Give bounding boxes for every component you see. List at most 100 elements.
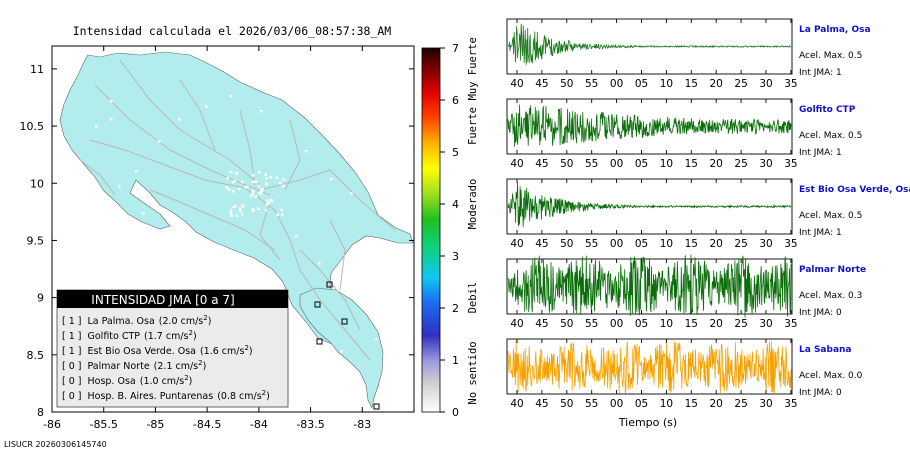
map-x-axis: -86 -85.5 -85 -84.5 -84 -83.5 -83 bbox=[43, 46, 371, 431]
map-y-tick-label: 8 bbox=[37, 406, 44, 419]
waveform-tick-label: 55 bbox=[585, 318, 598, 330]
waveform-panels: 40 45 50 55 00 05 10 15 20 25 30 35 La Palma, Osa Ace… bbox=[506, 18, 910, 410]
colorbar-label: Fuerte bbox=[467, 107, 479, 145]
footer-id: LISUCR 20260306145740 bbox=[4, 440, 107, 449]
waveform-tick-label: 15 bbox=[685, 398, 698, 410]
town-dot bbox=[261, 188, 264, 191]
town-dot bbox=[252, 174, 255, 177]
station-int-jma: Int JMA: 0 bbox=[799, 388, 842, 398]
legend-close: ) bbox=[193, 331, 197, 342]
legend-item: [ 1 ] La Palma. Osa (2.0 cm/s2) bbox=[62, 314, 211, 327]
road bbox=[94, 84, 271, 196]
legend-close: ) bbox=[189, 376, 193, 387]
map-x-tick-label: -83 bbox=[353, 418, 371, 431]
station-acel: Acel. Max. 0.0 bbox=[799, 371, 863, 381]
town-dot bbox=[229, 170, 233, 174]
map-title: Intensidad calculada el 2026/03/06_08:57… bbox=[73, 24, 392, 38]
waveform-tick-label: 05 bbox=[635, 318, 648, 330]
waveform-tick-label: 40 bbox=[510, 158, 523, 170]
town-dot bbox=[332, 280, 335, 283]
waveform-tick-label: 40 bbox=[510, 78, 523, 90]
legend-header bbox=[57, 290, 288, 308]
town-dot bbox=[225, 186, 228, 189]
town-dot bbox=[254, 180, 258, 184]
time-axis-label: Tiempo (s) bbox=[618, 416, 677, 429]
legend-value: (1.0 cm/s bbox=[140, 376, 185, 387]
waveform-trace bbox=[507, 340, 792, 394]
station-acel: Acel. Max. 0.5 bbox=[799, 211, 862, 221]
legend-unit-sup: 2 bbox=[262, 389, 266, 397]
map-y-tick-label: 11 bbox=[30, 63, 44, 76]
waveform-tick-label: 25 bbox=[734, 78, 747, 90]
waveform-tick-label: 10 bbox=[660, 398, 673, 410]
waveform-tick-label: 45 bbox=[535, 78, 548, 90]
legend-value: (2.0 cm/s bbox=[159, 316, 204, 327]
waveform-tick-label: 20 bbox=[710, 238, 723, 250]
station-marker bbox=[326, 281, 333, 288]
map-y-tick-label: 10.5 bbox=[20, 120, 45, 133]
legend-level: [ 1 ] bbox=[62, 346, 82, 357]
waveform-tick-label: 20 bbox=[710, 158, 723, 170]
waveform-tick-label: 10 bbox=[660, 158, 673, 170]
station-marker bbox=[373, 403, 380, 410]
legend-value: (0.8 cm/s bbox=[217, 391, 262, 402]
waveform-trace bbox=[507, 254, 792, 318]
legend-title: INTENSIDAD JMA [0 a 7] bbox=[91, 293, 234, 307]
waveform-tick-label: 00 bbox=[610, 318, 623, 330]
town-dot bbox=[232, 205, 236, 209]
legend-value: (1.7 cm/s bbox=[144, 331, 189, 342]
waveform-tick-label: 35 bbox=[784, 78, 797, 90]
legend-station: Hosp. B. Aires. Puntarenas bbox=[88, 391, 214, 402]
town-dot bbox=[340, 350, 343, 353]
legend-item: [ 0 ] Hosp. Osa (1.0 cm/s2) bbox=[62, 374, 192, 387]
waveform-tick-label: 30 bbox=[759, 318, 772, 330]
waveform-tick-label: 35 bbox=[784, 398, 797, 410]
road bbox=[244, 187, 371, 361]
legend-item: [ 0 ] Palmar Norte (2.1 cm/s2) bbox=[62, 359, 206, 372]
station-dots bbox=[95, 95, 378, 353]
waveform-tick-label: 15 bbox=[685, 78, 698, 90]
waveform-tick-label: 05 bbox=[635, 238, 648, 250]
waveform-trace bbox=[507, 23, 792, 65]
station-name: Est Bio Osa Verde, Osa bbox=[799, 185, 910, 195]
town-dot bbox=[239, 209, 242, 213]
town-dot bbox=[258, 171, 261, 174]
map-y-axis: 8 8.5 9 9.5 10 10.5 11 bbox=[20, 63, 414, 419]
legend-close: ) bbox=[249, 346, 253, 357]
waveform-tick-label: 15 bbox=[685, 158, 698, 170]
station-int-jma: Int JMA: 1 bbox=[799, 228, 842, 238]
waveform-tick-label: 05 bbox=[635, 78, 648, 90]
station-name: La Sabana bbox=[799, 345, 852, 355]
town-dot bbox=[95, 125, 98, 128]
waveform-tick-label: 50 bbox=[560, 398, 573, 410]
waveform-tick-label: 35 bbox=[784, 238, 797, 250]
station-marker bbox=[341, 318, 348, 325]
legend-value: (2.1 cm/s bbox=[154, 361, 199, 372]
colorbar-tick-label: 3 bbox=[452, 250, 459, 263]
legend-close: ) bbox=[208, 316, 212, 327]
waveform-panel: 40 45 50 55 00 05 10 15 20 25 30 35 Est Bio Osa Verd… bbox=[506, 178, 910, 250]
town-dot bbox=[230, 214, 233, 218]
waveform-tick-label: 00 bbox=[610, 398, 623, 410]
town-dot bbox=[257, 184, 261, 188]
waveform-tick-label: 55 bbox=[585, 398, 598, 410]
station-name: Golfito CTP bbox=[799, 105, 856, 115]
map-x-tick-label: -86 bbox=[43, 418, 61, 431]
waveform-tick-label: 10 bbox=[660, 238, 673, 250]
road bbox=[149, 189, 276, 251]
waveform-tick-label: 50 bbox=[560, 78, 573, 90]
town-dot bbox=[258, 191, 262, 195]
town-dot bbox=[241, 204, 244, 207]
town-dot bbox=[251, 207, 254, 211]
colorbar-label: Moderado bbox=[467, 179, 479, 230]
town-dot bbox=[265, 199, 269, 202]
legend-station: Golfito CTP bbox=[88, 331, 141, 342]
waveform-panel: 40 45 50 55 00 05 10 15 20 25 30 35 La Palma, Osa Ace… bbox=[506, 18, 871, 90]
legend-unit-sup: 2 bbox=[203, 314, 207, 322]
town-dot bbox=[158, 140, 161, 143]
colorbar-tick-label: 6 bbox=[452, 94, 459, 107]
station-int-jma: Int JMA: 0 bbox=[799, 308, 842, 318]
waveform-tick-label: 10 bbox=[660, 318, 673, 330]
waveform-tick-label: 45 bbox=[535, 238, 548, 250]
